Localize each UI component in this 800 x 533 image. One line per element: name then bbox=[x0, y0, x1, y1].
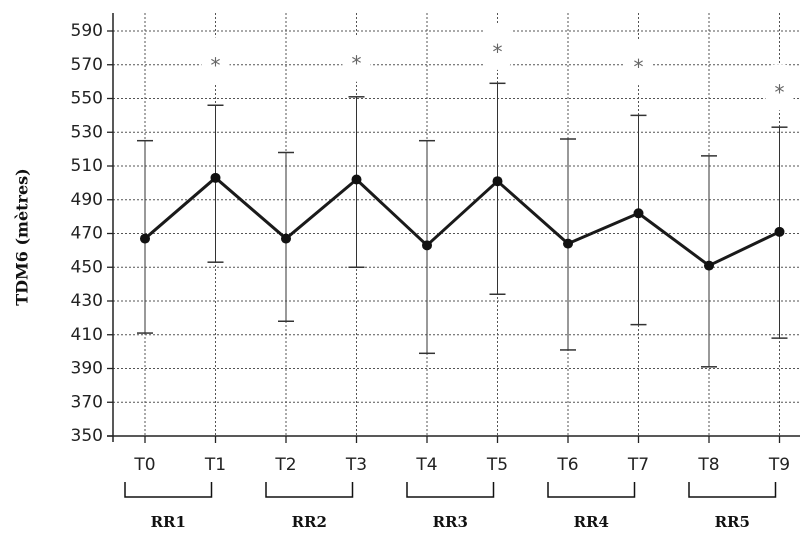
significance-marker: * bbox=[493, 40, 503, 64]
x-tick-label: T0 bbox=[133, 455, 155, 475]
x-tick-label: T8 bbox=[697, 455, 719, 475]
y-tick-label: 450 bbox=[71, 257, 103, 277]
data-point bbox=[351, 174, 362, 185]
data-point bbox=[492, 176, 503, 187]
y-tick-label: 410 bbox=[71, 325, 103, 345]
y-tick-label: 530 bbox=[71, 122, 103, 142]
marker-halo bbox=[201, 37, 230, 84]
series-polyline bbox=[144, 176, 781, 268]
y-tick-label: 510 bbox=[71, 156, 103, 176]
group-bracket bbox=[265, 482, 354, 498]
y-tick-label: 390 bbox=[71, 359, 103, 379]
data-point bbox=[422, 240, 432, 251]
y-tick-label: 470 bbox=[71, 224, 103, 244]
grid bbox=[113, 13, 800, 436]
group-brackets: RR1 RR2 RR3 RR4 RR5 bbox=[124, 482, 777, 531]
data-point bbox=[140, 233, 150, 244]
y-tick-label: 490 bbox=[71, 190, 103, 210]
x-tick-label: T7 bbox=[627, 455, 649, 475]
group-bracket bbox=[124, 482, 213, 498]
x-tick-label: T1 bbox=[204, 455, 226, 475]
marker-halo bbox=[483, 23, 512, 70]
group-bracket bbox=[688, 482, 777, 498]
y-axis-title: TDM6 (mètres) bbox=[13, 168, 32, 305]
error-bars bbox=[137, 82, 788, 368]
x-tick-label: T9 bbox=[768, 455, 790, 475]
group-label: RR5 bbox=[715, 513, 750, 531]
group-label: RR2 bbox=[292, 513, 327, 531]
significance-marker: * bbox=[775, 80, 785, 104]
x-tick-label: T4 bbox=[415, 455, 437, 475]
group-bracket bbox=[406, 482, 495, 498]
data-point bbox=[774, 226, 785, 237]
marker-halo bbox=[624, 39, 653, 86]
group-label: RR4 bbox=[574, 513, 609, 531]
marker-halo bbox=[765, 64, 794, 111]
y-tick-label: 370 bbox=[71, 392, 103, 412]
data-point bbox=[704, 260, 714, 271]
marker-halo bbox=[342, 35, 371, 82]
x-tick-label: T3 bbox=[345, 455, 367, 475]
x-tick-label: T2 bbox=[274, 455, 296, 475]
axes bbox=[107, 13, 800, 442]
data-point bbox=[633, 208, 644, 219]
y-tick-label: 550 bbox=[71, 89, 103, 109]
data-point bbox=[210, 172, 221, 183]
group-bracket bbox=[547, 482, 636, 498]
group-label: RR3 bbox=[433, 513, 468, 531]
significance-marker: * bbox=[634, 55, 644, 79]
x-ticks: T0 T1 T2 T3 T4 T5 T6 T7 T8 T9 bbox=[133, 436, 790, 475]
significance-markers: * * * * * bbox=[201, 23, 794, 111]
data-point bbox=[281, 233, 291, 244]
x-tick-label: T6 bbox=[556, 455, 578, 475]
group-label: RR1 bbox=[151, 513, 186, 531]
y-tick-label: 590 bbox=[71, 21, 103, 41]
y-ticks: 350 370 390 410 430 450 470 490 510 530 550 570 590 bbox=[71, 21, 113, 446]
y-tick-label: 430 bbox=[71, 291, 103, 311]
data-point bbox=[563, 238, 573, 249]
y-tick-label: 350 bbox=[71, 426, 103, 446]
significance-marker: * bbox=[211, 53, 221, 77]
x-tick-label: T5 bbox=[486, 455, 508, 475]
series-line bbox=[140, 172, 785, 271]
y-tick-label: 570 bbox=[71, 55, 103, 75]
significance-marker: * bbox=[352, 52, 362, 76]
